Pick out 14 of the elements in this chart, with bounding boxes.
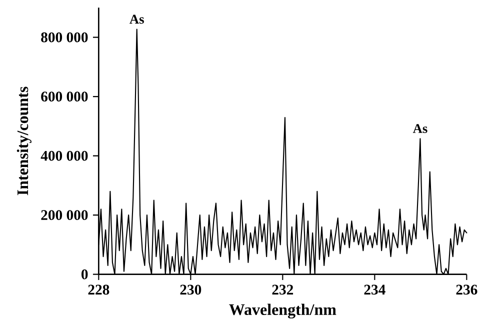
annotation: As: [412, 124, 428, 134]
y-axis-title: Intensity/counts: [16, 86, 32, 196]
annotation: As: [130, 14, 144, 24]
x-axis-title: Wavelength/nm: [229, 304, 336, 318]
y-tick-label: 0: [82, 269, 88, 280]
x-tick-label: 230: [180, 284, 202, 295]
x-tick-label: 232: [272, 284, 294, 295]
y-tick-label: 400 000: [40, 150, 88, 161]
x-tick-label: 236: [456, 284, 478, 295]
x-tick-label: 234: [364, 284, 386, 295]
y-tick-label: 200 000: [41, 210, 88, 220]
y-tick-label: 800 000: [41, 32, 88, 42]
y-tick-label: 600 000: [41, 92, 88, 102]
x-tick-label: 228: [88, 284, 110, 295]
